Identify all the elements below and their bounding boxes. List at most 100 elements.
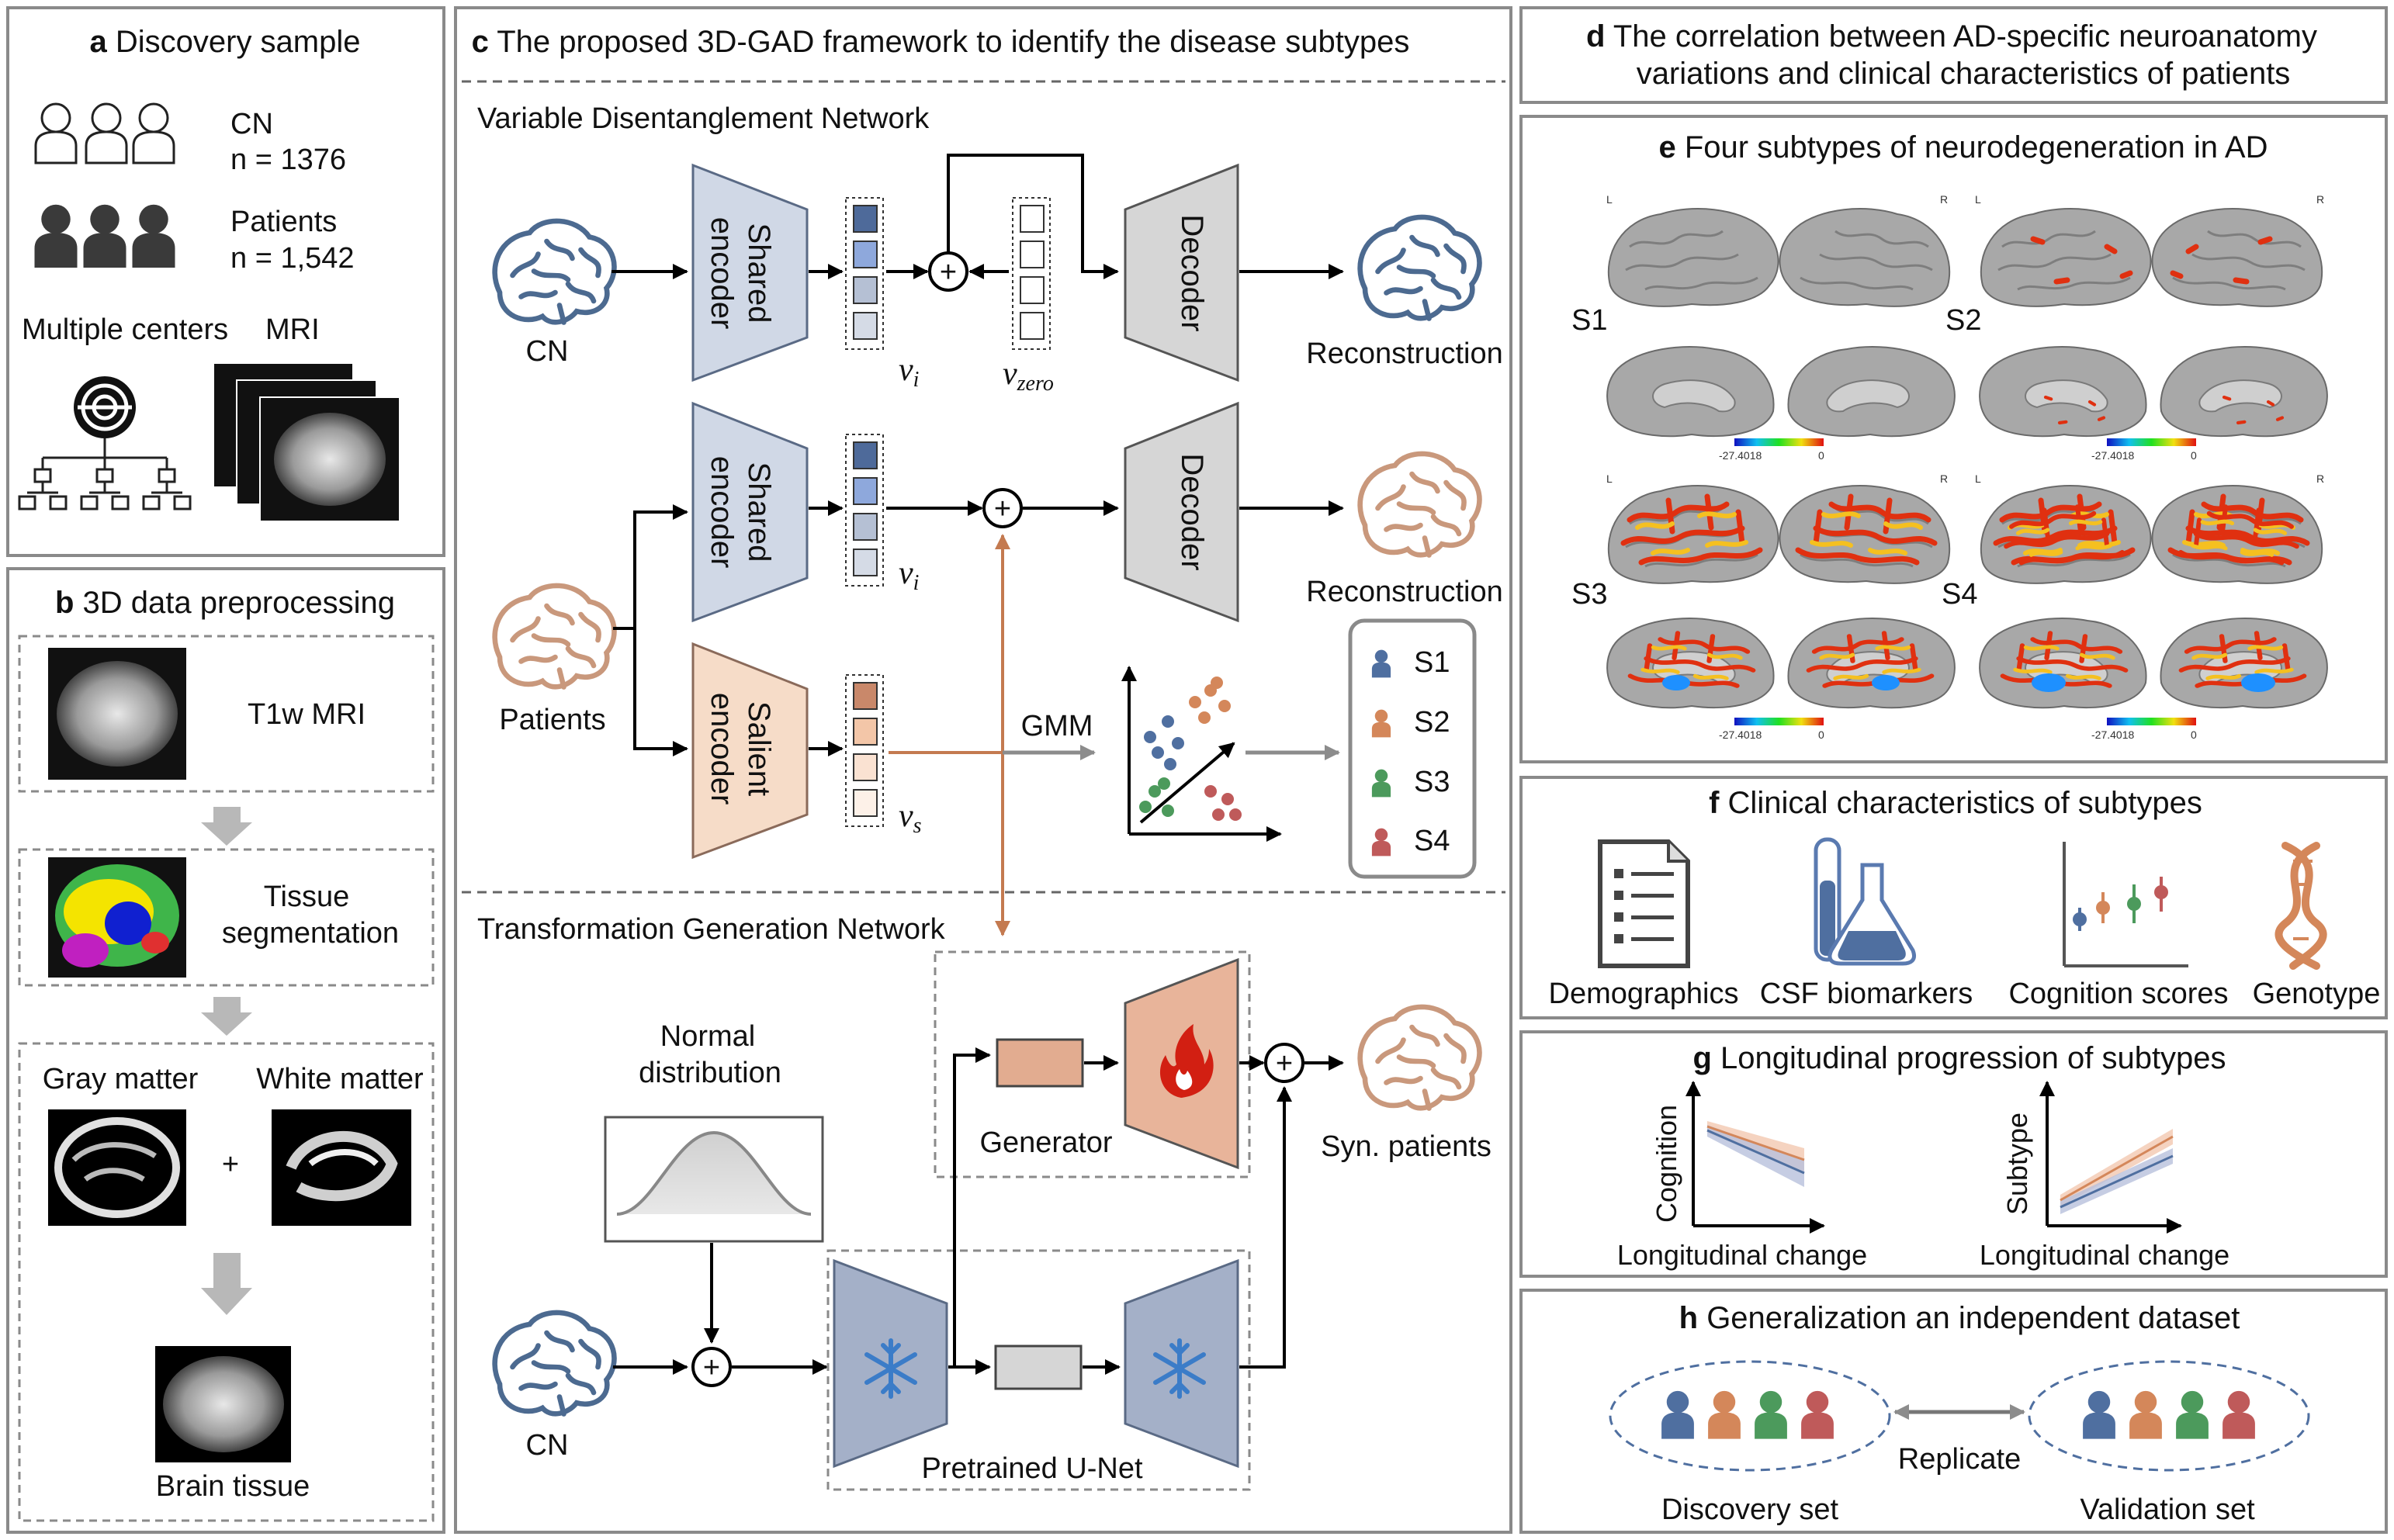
csf-biomarkers-label: CSF biomarkers [1760, 978, 1973, 1010]
svg-text:0: 0 [1818, 728, 1824, 741]
g-xlabel-left: Longitudinal change [1617, 1239, 1867, 1271]
panel-d-title-1: d The correlation between AD-specific ne… [1586, 19, 2317, 54]
reconstruction-label-mid: Reconstruction [1306, 576, 1502, 608]
svg-text:L: L [1975, 193, 1981, 206]
vector-vi-top [845, 197, 884, 350]
vzero-label: vzero [1003, 356, 1054, 396]
cognition-trend-plot [1686, 1081, 1825, 1234]
subtype-s4: S4 [1371, 825, 1450, 857]
arrow-plus-to-decoder-top [947, 154, 1119, 279]
decoder-mid-label: Decoder [1175, 453, 1209, 570]
cn-brain-icon-top [495, 221, 615, 323]
panel-b-title: b 3D data preprocessing [55, 586, 395, 620]
plus-node-bottom: + [691, 1347, 732, 1387]
subtype-s2: S2 [1371, 706, 1450, 739]
cognition-scores-label: Cognition scores [2008, 978, 2228, 1010]
svg-text:R: R [1940, 193, 1948, 206]
subtype-s3-brain-maps: L R -27.4018 0 [1606, 472, 1956, 741]
subtype-s4-label: S4 [1942, 578, 1977, 611]
gray-matter-image [48, 1109, 186, 1226]
reconstruction-label-top: Reconstruction [1306, 337, 1502, 370]
arrow-unet-to-generator [953, 1047, 991, 1367]
subtype-s4-brain-maps: L R -27.4018 0 [1975, 472, 2328, 741]
vs-label: vs [899, 798, 922, 838]
panel-g-title: g Longitudinal progression of subtypes [1692, 1041, 2226, 1075]
cn-label-bottom: CN [526, 1429, 569, 1462]
plus-sign: + [222, 1148, 239, 1181]
panel-g-frame [1519, 1030, 2388, 1278]
decoder-top-label: Decoder [1175, 214, 1209, 331]
panel-b-frame [6, 567, 445, 1534]
arrow-patients-to-salient [633, 628, 688, 756]
t1w-box [18, 635, 435, 793]
panel-h-title: h Generalization an independent dataset [1679, 1301, 2240, 1335]
vi-top-label: vi [899, 352, 919, 392]
generator-input-block [996, 1038, 1084, 1088]
unet-bottleneck [994, 1344, 1083, 1390]
panel-h-frame [1519, 1289, 2388, 1534]
genotype-label: Genotype [2253, 978, 2381, 1010]
validation-set-group [2028, 1360, 2310, 1472]
validation-people-icons [2083, 1390, 2255, 1439]
down-arrow-1 [201, 807, 252, 846]
cn-brain-icon-bottom [495, 1313, 615, 1414]
svg-text:R: R [2316, 472, 2324, 485]
subtype-axis-label: Subtype [2001, 1113, 2033, 1215]
demographics-label: Demographics [1549, 978, 1739, 1010]
decoder-mid [1124, 401, 1239, 623]
subtype-s1-brain-maps: L R -27.4018 0 [1606, 193, 1956, 462]
panel-d-frame [1519, 6, 2388, 104]
multi-center-network-icon [18, 376, 192, 510]
validation-set-label: Validation set [2080, 1493, 2255, 1526]
svg-text:L: L [1606, 472, 1613, 485]
svg-text:R: R [1940, 472, 1948, 485]
document-icon [1598, 839, 1690, 968]
pretrained-unet-label: Pretrained U-Net [921, 1452, 1143, 1485]
panel-f-frame [1519, 776, 2388, 1019]
svg-text:+: + [703, 1351, 720, 1384]
subtype-trend-plot [2039, 1081, 2182, 1234]
panel-a-frame [6, 6, 445, 557]
panel-e-title: e Four subtypes of neurodegeneration in … [1659, 130, 2268, 164]
svg-text:-27.4018: -27.4018 [2091, 728, 2134, 741]
subtype-s2-brain-maps: L R -27.4018 0 [1975, 193, 2328, 462]
discovery-set-label: Discovery set [1661, 1493, 1838, 1526]
svg-text:-27.4018: -27.4018 [1719, 728, 1762, 741]
syn-patients-brain [1360, 1007, 1480, 1109]
reconstruction-brain-mid [1360, 454, 1480, 555]
patient-people-icons [34, 204, 175, 268]
cn-people-icons [34, 102, 175, 164]
flame-icon [1159, 1024, 1214, 1098]
subtype-s2-label: S2 [1945, 304, 1981, 337]
tissue-seg-label-2: segmentation [222, 917, 399, 950]
mri-label: MRI [265, 313, 320, 346]
svg-text:S1: S1 [1414, 646, 1450, 679]
snowflake-icon-right [1153, 1338, 1206, 1399]
white-matter-label: White matter [256, 1063, 424, 1095]
t1w-label: T1w MRI [248, 698, 366, 731]
syn-patients-label: Syn. patients [1321, 1130, 1491, 1163]
down-arrow-3 [201, 1253, 252, 1315]
normal-dist-label-1: Normal [660, 1020, 755, 1053]
svg-text:L: L [1606, 193, 1613, 206]
panel-c-frame [454, 6, 1512, 1534]
panel-e-frame [1519, 115, 2388, 763]
vector-vs [845, 674, 884, 827]
svg-text:S3: S3 [1414, 766, 1450, 798]
cognition-axis-label: Cognition [1651, 1105, 1682, 1223]
vector-vi-mid [845, 434, 884, 587]
cn-label-top: CN [526, 335, 569, 368]
multiple-centers-label: Multiple centers [22, 313, 228, 346]
tissue-seg-label-1: Tissue [264, 881, 350, 913]
svg-text:R: R [2316, 193, 2324, 206]
plus-node-top: + [928, 251, 968, 292]
shared-encoder-mid [691, 401, 809, 623]
gray-matter-label: Gray matter [43, 1063, 199, 1095]
svg-text:+: + [1276, 1047, 1293, 1080]
patients-label-c: Patients [499, 704, 605, 736]
subtype-s3: S3 [1371, 766, 1450, 798]
vdn-title: Variable Disentanglement Network [477, 102, 930, 135]
shared-encoder-top [691, 163, 809, 382]
patients-count: n = 1,542 [230, 242, 355, 275]
